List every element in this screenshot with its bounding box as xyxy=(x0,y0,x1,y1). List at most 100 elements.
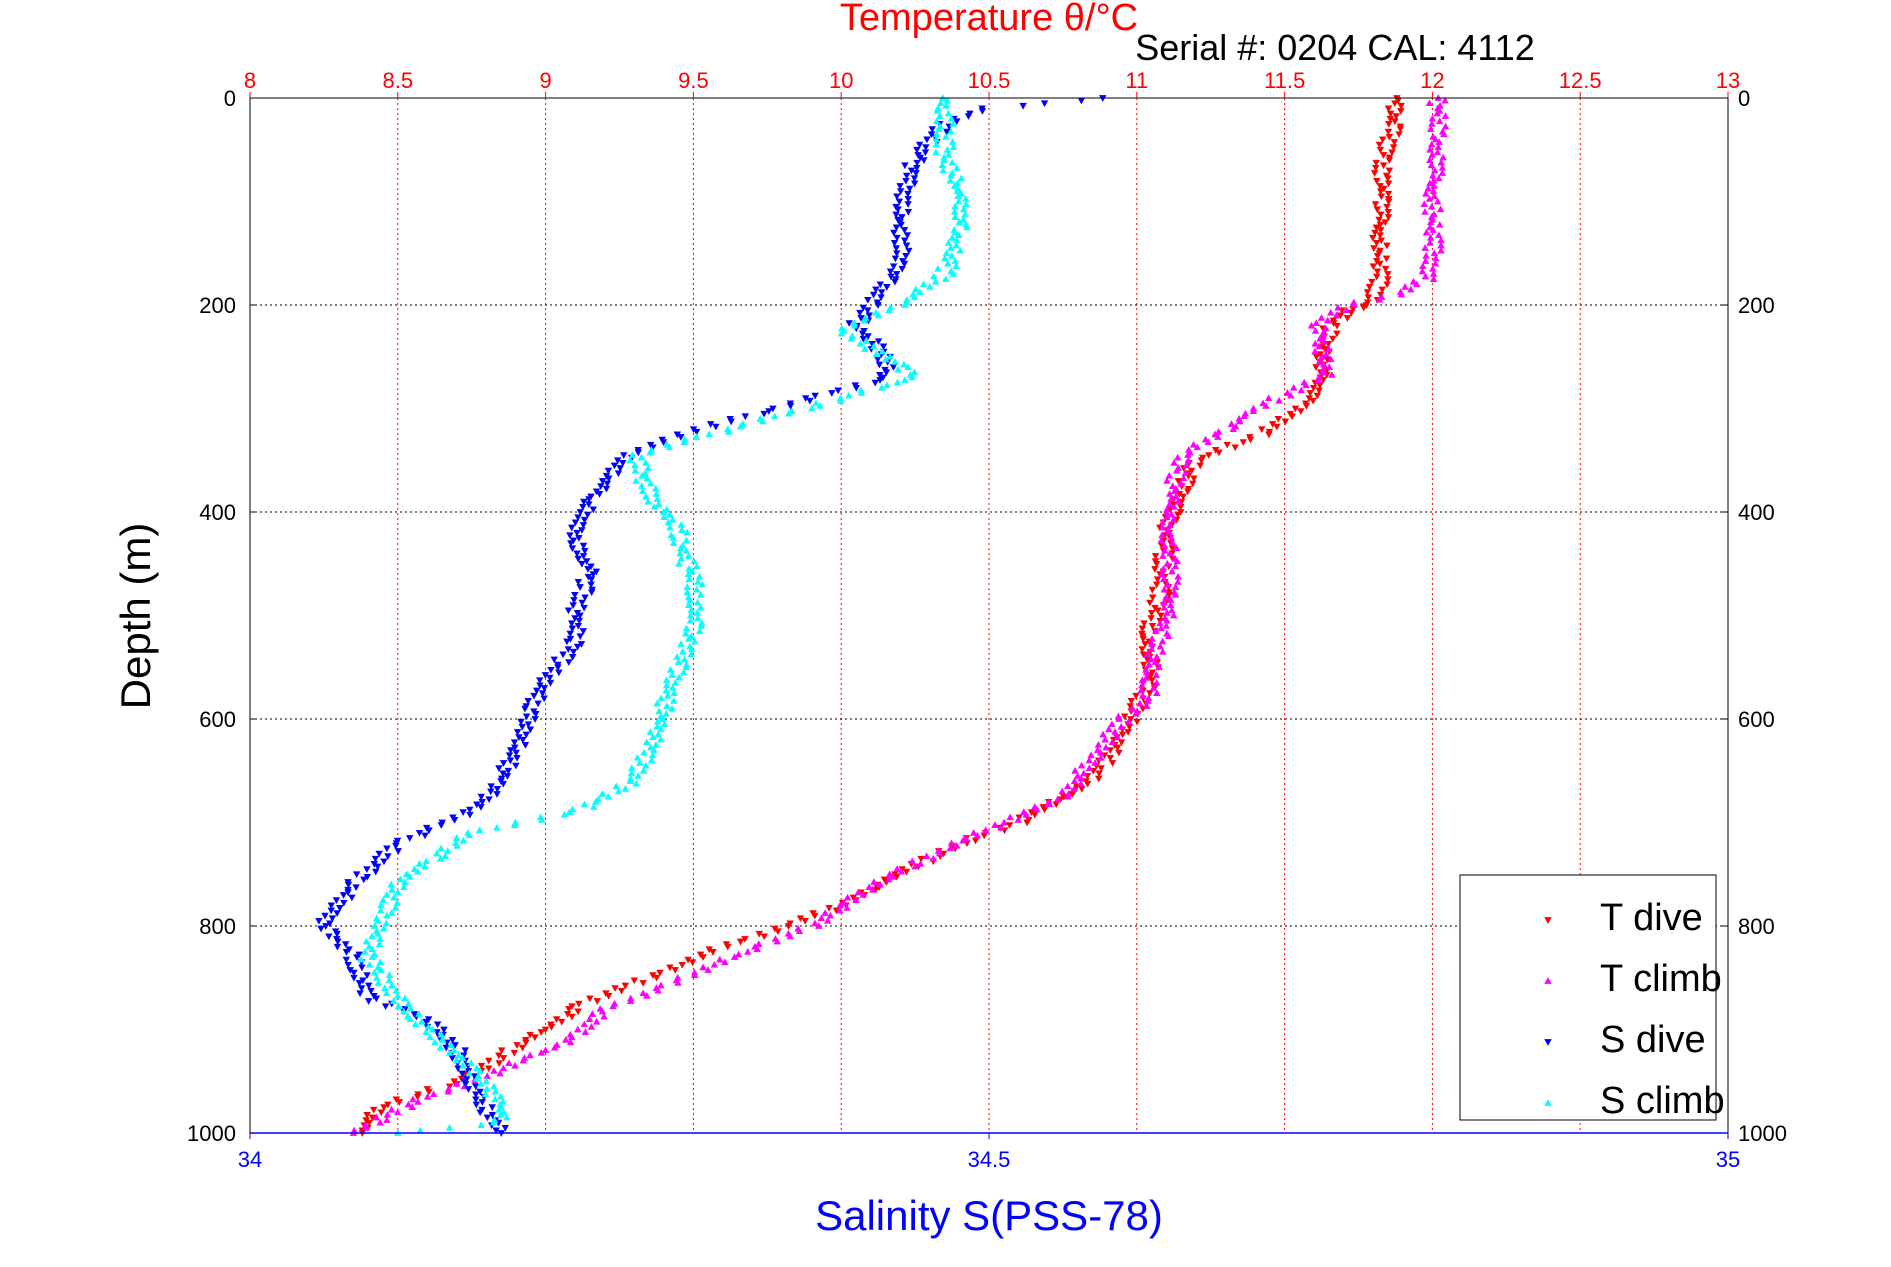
data-point xyxy=(568,545,577,553)
data-point xyxy=(387,909,396,916)
data-point xyxy=(1363,289,1372,296)
data-point xyxy=(1336,312,1345,320)
data-point xyxy=(377,966,385,973)
data-point xyxy=(387,880,395,888)
data-point xyxy=(1274,415,1282,423)
data-point xyxy=(953,841,961,849)
data-point xyxy=(472,1101,481,1109)
data-point xyxy=(365,1119,374,1127)
data-point xyxy=(682,546,690,554)
data-point xyxy=(1318,352,1326,360)
data-point xyxy=(1440,130,1448,138)
data-point xyxy=(614,470,623,478)
data-point xyxy=(384,853,392,860)
data-point xyxy=(935,849,944,857)
data-point xyxy=(1172,544,1181,552)
data-point xyxy=(425,827,433,835)
data-point xyxy=(580,800,589,808)
data-point xyxy=(589,506,598,514)
data-point xyxy=(340,899,348,907)
data-point xyxy=(664,518,673,526)
data-point xyxy=(684,552,693,559)
data-point xyxy=(1371,201,1380,208)
data-point xyxy=(916,860,925,867)
data-point xyxy=(1214,427,1223,435)
data-point xyxy=(579,553,588,560)
data-point xyxy=(811,912,819,920)
data-point xyxy=(1435,231,1443,238)
data-point xyxy=(692,433,701,440)
data-point xyxy=(372,995,381,1003)
data-point xyxy=(1143,702,1151,709)
data-point xyxy=(406,1015,414,1023)
data-point xyxy=(558,1018,566,1026)
data-point xyxy=(1158,570,1166,577)
data-point xyxy=(893,234,901,242)
data-point xyxy=(496,1069,504,1077)
data-point xyxy=(350,974,358,982)
data-point xyxy=(445,1124,454,1131)
data-point xyxy=(1127,698,1136,705)
data-point xyxy=(911,285,920,293)
data-point xyxy=(826,911,835,919)
data-point xyxy=(473,1074,481,1082)
data-point xyxy=(894,365,902,373)
data-point xyxy=(933,107,942,114)
data-point xyxy=(682,624,691,632)
data-point xyxy=(1159,565,1167,572)
data-point xyxy=(1426,239,1434,246)
data-point xyxy=(488,1104,496,1111)
data-point xyxy=(710,960,719,968)
data-point xyxy=(1281,418,1290,426)
data-point xyxy=(951,228,959,236)
data-point xyxy=(422,1028,430,1035)
depth-tick-label-left: 400 xyxy=(199,500,236,525)
data-point xyxy=(1132,692,1140,700)
temperature-tick-label: 12 xyxy=(1420,68,1444,93)
data-point xyxy=(1379,152,1388,159)
data-point xyxy=(886,352,894,360)
data-point xyxy=(1385,121,1393,128)
data-point xyxy=(611,985,619,992)
data-point xyxy=(503,773,512,780)
data-point xyxy=(495,1060,503,1067)
data-point xyxy=(828,390,836,397)
data-point xyxy=(404,1100,413,1108)
data-point xyxy=(680,438,688,445)
legend-label: S climb xyxy=(1600,1080,1725,1122)
data-point xyxy=(591,797,600,805)
data-point xyxy=(690,557,698,565)
legend-marker xyxy=(1544,1039,1552,1046)
data-point xyxy=(648,751,657,759)
data-point xyxy=(1425,195,1434,202)
data-point xyxy=(503,1113,511,1121)
data-point xyxy=(682,536,691,544)
data-point xyxy=(554,664,562,672)
data-point xyxy=(1441,96,1449,104)
data-point xyxy=(538,690,547,697)
data-point xyxy=(1430,192,1439,200)
data-point xyxy=(962,834,970,841)
data-point xyxy=(1389,144,1398,151)
data-point xyxy=(646,728,655,735)
data-point xyxy=(327,907,335,915)
data-point xyxy=(560,810,569,818)
series-layer xyxy=(315,94,1450,1137)
data-point xyxy=(951,257,959,264)
data-point xyxy=(721,958,729,966)
legend-box xyxy=(1459,874,1717,1121)
data-point xyxy=(580,516,589,524)
data-point xyxy=(476,1067,484,1074)
data-point xyxy=(1124,729,1132,736)
data-point xyxy=(360,876,368,884)
data-point xyxy=(1364,294,1373,302)
data-point xyxy=(612,782,620,790)
data-point xyxy=(865,883,873,891)
data-point xyxy=(688,645,696,652)
data-point xyxy=(1162,622,1170,629)
data-point xyxy=(643,474,651,482)
data-point xyxy=(538,816,546,823)
data-point xyxy=(1165,528,1174,536)
data-point xyxy=(1373,268,1382,276)
